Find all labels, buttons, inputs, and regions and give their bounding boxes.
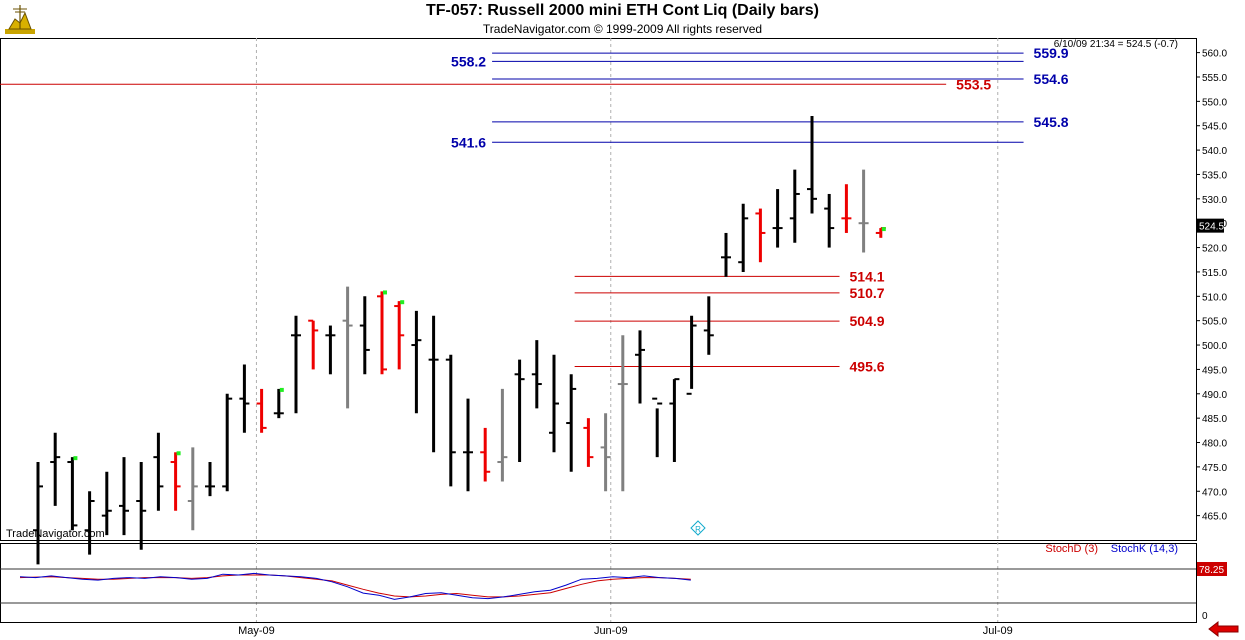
level-label: 541.6 [451, 134, 486, 150]
y-axis-tick-label: 545.0 [1202, 122, 1227, 133]
signal-marker [73, 456, 78, 461]
y-axis-tick-label: 550.0 [1202, 97, 1227, 108]
y-axis-tick-label: 480.0 [1202, 439, 1227, 450]
indicator-zero-label: 0 [1202, 611, 1208, 622]
y-axis-tick-label: 520.0 [1202, 244, 1227, 255]
level-label: 554.6 [1034, 71, 1069, 87]
y-axis-tick-label: 485.0 [1202, 414, 1227, 425]
x-axis-tick-label: May-09 [238, 625, 275, 637]
last-quote-readout: 6/10/09 21:34 = 524.5 (-0.7) [1054, 39, 1178, 50]
chart-title: TF-057: Russell 2000 mini ETH Cont Liq (… [426, 2, 819, 19]
scroll-left-arrow-icon[interactable] [1208, 620, 1239, 638]
trade-navigator-logo-icon [5, 5, 35, 34]
level-label: 558.2 [451, 53, 486, 69]
y-axis-tick-label: 495.0 [1202, 365, 1227, 376]
y-axis-tick-label: 535.0 [1202, 170, 1227, 181]
y-axis-tick-label: 465.0 [1202, 512, 1227, 523]
level-label: 514.1 [850, 268, 885, 284]
indicator-pane-frame [0, 543, 1197, 623]
stoch-k-line [19, 572, 691, 600]
signal-marker [279, 387, 284, 392]
watermark-text: TradeNavigator.com [6, 528, 105, 540]
level-label: 553.5 [956, 76, 991, 92]
y-axis-tick-label: 560.0 [1202, 49, 1227, 60]
y-axis-tick-label: 515.0 [1202, 268, 1227, 279]
last-price-box [1197, 218, 1224, 233]
y-axis-tick-label: 555.0 [1202, 73, 1227, 84]
y-axis-tick-label: 540.0 [1202, 146, 1227, 157]
level-label: 510.7 [850, 285, 885, 301]
y-axis-tick-label: 530.0 [1202, 195, 1227, 206]
signal-marker [400, 300, 405, 305]
y-axis-tick-label: 490.0 [1202, 390, 1227, 401]
y-axis-tick-label: 505.0 [1202, 317, 1227, 328]
level-label: 559.9 [1034, 45, 1069, 61]
x-axis-tick-label: Jul-09 [983, 625, 1013, 637]
signal-marker [881, 227, 886, 232]
last-price-label: 524.5 [1199, 222, 1224, 233]
y-axis-tick-label: 475.0 [1202, 463, 1227, 474]
level-label: 495.6 [850, 358, 885, 374]
indicator-value-label: 78.25 [1199, 565, 1224, 576]
signal-marker [383, 290, 387, 295]
legend-stoch-k: StochK (14,3) [1111, 543, 1178, 555]
legend-stoch-d: StochD (3) [1045, 543, 1098, 555]
copyright-subtitle: TradeNavigator.com © 1999-2009 All right… [482, 22, 763, 36]
indicator-value-box [1197, 562, 1227, 576]
y-axis-tick-label: 500.0 [1202, 341, 1227, 352]
registered-mark-icon [690, 520, 706, 536]
stoch-d-line [19, 574, 691, 598]
y-axis-tick-label: 510.0 [1202, 292, 1227, 303]
registered-mark-letter: R [695, 525, 701, 534]
signal-marker [176, 451, 181, 456]
level-label: 504.9 [850, 313, 885, 329]
x-axis-tick-label: Jun-09 [594, 625, 628, 637]
y-axis-tick-label: 470.0 [1202, 487, 1227, 498]
level-label: 545.8 [1034, 114, 1069, 130]
price-pane-frame [0, 38, 1197, 541]
